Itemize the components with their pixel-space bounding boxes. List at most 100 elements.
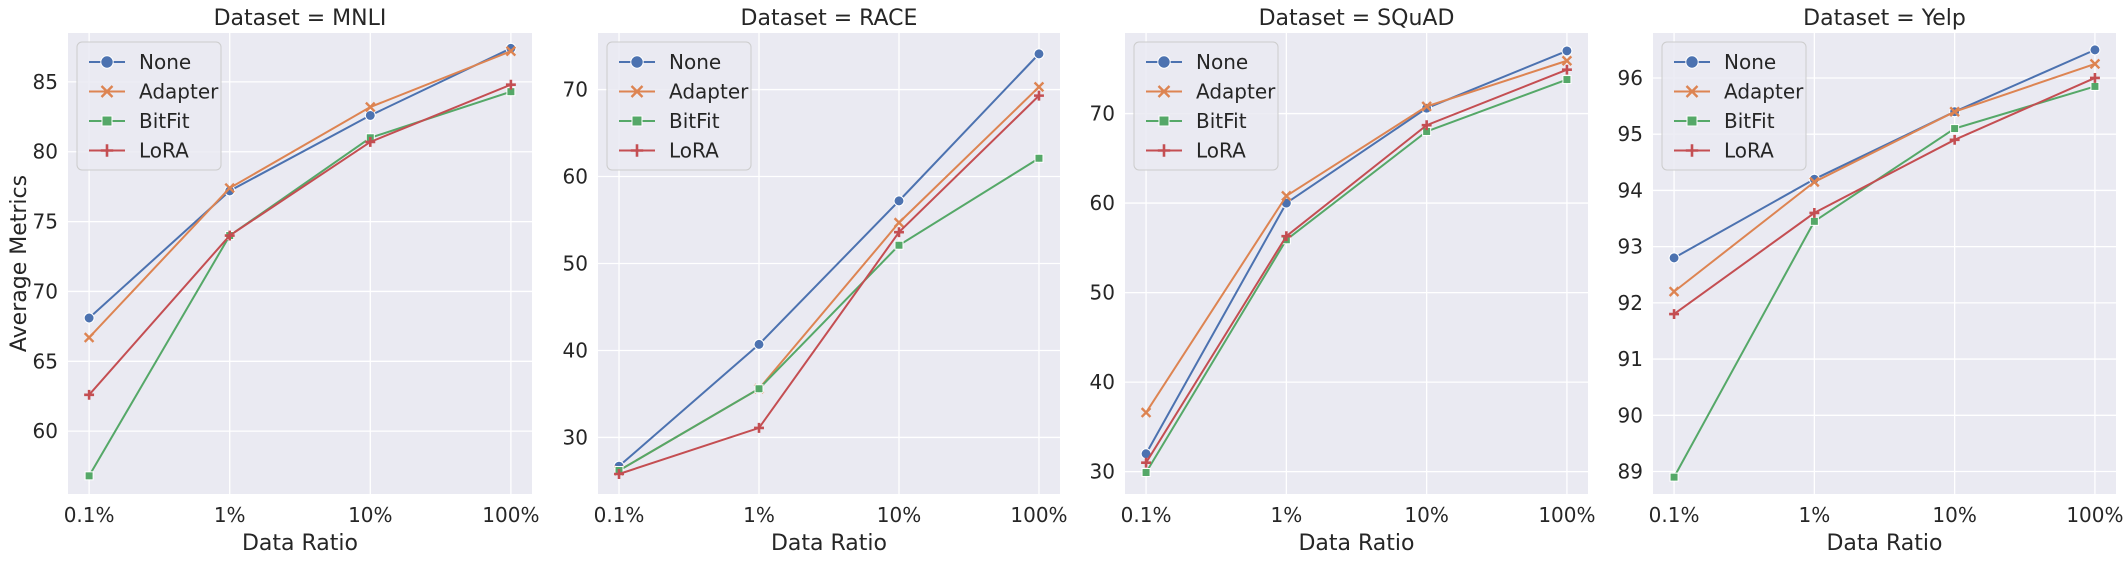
y-tick-label: 91 <box>1618 347 1643 371</box>
y-tick-label: 70 <box>563 78 588 102</box>
point-adapter <box>1421 101 1432 112</box>
series-line-lora <box>1673 77 2096 315</box>
y-tick-label: 50 <box>563 252 588 276</box>
y-tick-label: 92 <box>1618 291 1643 315</box>
point-adapter <box>1949 106 1960 117</box>
legend-label-lora: LoRA <box>1724 139 1774 163</box>
series-line-none <box>1145 49 1568 455</box>
panel-title: Dataset = SQuAD <box>1259 6 1455 31</box>
series-line-none <box>88 47 512 319</box>
point-none <box>893 195 905 207</box>
point-bitfit <box>1141 468 1151 478</box>
panel-title: Dataset = RACE <box>741 6 918 31</box>
point-bitfit <box>754 384 764 394</box>
x-axis-label: Data Ratio <box>1826 531 1942 556</box>
y-tick-label: 93 <box>1618 235 1643 259</box>
legend-label-adapter: Adapter <box>139 80 219 104</box>
legend-marker-lora <box>1685 144 1699 157</box>
legend-label-bitfit: BitFit <box>139 109 190 133</box>
point-bitfit <box>894 240 904 250</box>
y-tick-label: 94 <box>1618 178 1643 202</box>
point-lora <box>1034 90 1044 101</box>
legend-label-bitfit: BitFit <box>1196 109 1247 133</box>
point-lora <box>2089 73 2100 83</box>
legend-marker-adapter <box>100 85 114 98</box>
series-line-adapter <box>88 50 512 339</box>
x-axis-label: Data Ratio <box>242 531 358 556</box>
point-none <box>1033 48 1045 60</box>
legend-marker-bitfit <box>1158 115 1170 127</box>
x-axis-label: Data Ratio <box>771 531 887 556</box>
point-lora <box>1141 457 1152 468</box>
point-lora <box>614 469 624 479</box>
point-adapter <box>505 45 517 57</box>
legend-label-none: None <box>139 50 191 74</box>
x-tick-label: 1% <box>1270 503 1302 527</box>
panel-title: Dataset = MNLI <box>214 6 387 31</box>
legend-marker-none <box>100 55 114 69</box>
legend-label-none: None <box>1724 50 1776 74</box>
x-tick-label: 1% <box>1798 503 1830 527</box>
y-tick-label: 60 <box>1090 191 1115 215</box>
legend-label-none: None <box>669 50 721 74</box>
series-line-bitfit <box>1145 78 1568 474</box>
legend-marker-bitfit <box>631 115 643 127</box>
legend-label-bitfit: BitFit <box>669 109 720 133</box>
y-tick-label: 50 <box>1090 281 1115 305</box>
legend-marker-none <box>630 55 644 69</box>
point-bitfit <box>1034 153 1044 163</box>
y-tick-label: 60 <box>563 165 588 189</box>
point-adapter <box>1561 55 1573 66</box>
series-line-bitfit <box>1673 85 2096 478</box>
x-tick-label: 1% <box>743 503 775 527</box>
legend-marker-lora <box>100 144 114 157</box>
panel-dataset-race: 30 40 50 60 70 0.1% 1% 10% 100% Dataset = RACE Dat… <box>563 6 1068 556</box>
legend-box <box>1133 41 1279 171</box>
point-none <box>83 312 95 324</box>
legend-label-adapter: Adapter <box>1724 80 1804 104</box>
y-tick-label: 95 <box>1618 122 1643 146</box>
legend-marker-none <box>1157 55 1171 69</box>
x-tick-label: 0.1% <box>594 503 645 527</box>
x-tick-label: 0.1% <box>64 503 115 527</box>
point-lora <box>1949 134 1960 145</box>
x-tick-label: 1% <box>214 503 246 527</box>
legend-label-none: None <box>1196 50 1248 74</box>
panel-dataset-yelp: 89 90 91 92 93 94 95 96 0.1% 1% 10% 100% Dataset = Y… <box>1618 6 2124 556</box>
legend-label-lora: LoRA <box>669 139 719 163</box>
legend-label-adapter: Adapter <box>669 80 749 104</box>
point-adapter <box>1809 176 1820 188</box>
series-line-bitfit <box>88 90 512 477</box>
point-bitfit <box>2090 81 2100 91</box>
x-tick-label: 100% <box>2066 503 2123 527</box>
point-none <box>364 109 376 121</box>
point-lora <box>1669 309 1680 320</box>
legend-marker-adapter <box>630 85 644 98</box>
point-bitfit <box>84 471 94 481</box>
x-tick-label: 10% <box>348 503 392 527</box>
point-lora <box>224 230 235 241</box>
x-tick-label: 100% <box>1010 503 1067 527</box>
legend-box <box>1661 41 1807 171</box>
point-lora <box>1281 231 1292 242</box>
legend-marker-none <box>1685 55 1699 69</box>
legend-box <box>606 41 752 171</box>
legend-label-bitfit: BitFit <box>1724 109 1775 133</box>
legend-marker-bitfit <box>1686 115 1698 127</box>
point-adapter <box>2089 58 2101 70</box>
point-none <box>753 338 765 350</box>
series-line-none <box>1673 48 2096 259</box>
point-adapter <box>1033 81 1045 93</box>
x-tick-label: 0.1% <box>1121 503 1172 527</box>
point-none <box>1668 252 1680 264</box>
y-tick-label: 80 <box>33 140 58 164</box>
legend-marker-adapter <box>1685 85 1699 98</box>
legend-marker-lora <box>630 144 644 157</box>
y-tick-label: 96 <box>1618 66 1643 90</box>
series-line-bitfit <box>618 157 1040 472</box>
legend-marker-lora <box>1157 144 1171 157</box>
x-tick-label: 100% <box>1538 503 1595 527</box>
point-adapter <box>1140 407 1152 418</box>
point-lora <box>894 227 904 238</box>
y-tick-label: 40 <box>563 338 588 362</box>
